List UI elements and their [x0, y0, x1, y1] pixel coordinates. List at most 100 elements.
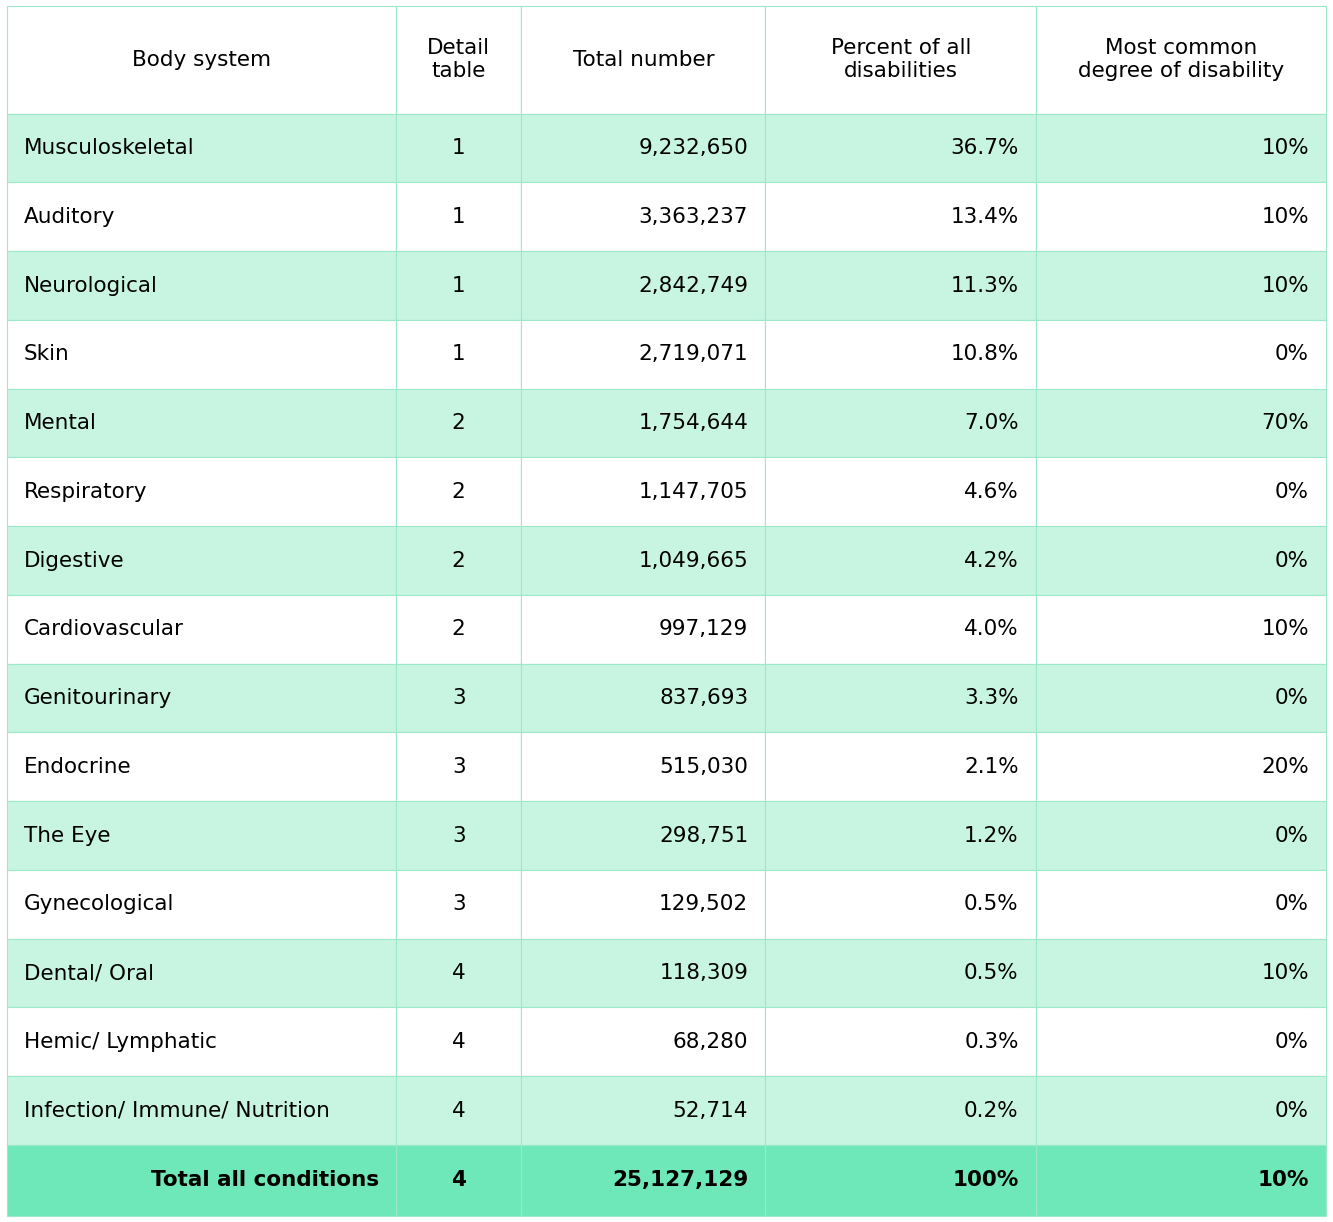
Bar — [1036, 320, 1326, 389]
Text: 36.7%: 36.7% — [950, 138, 1018, 158]
Text: 0%: 0% — [1274, 551, 1309, 571]
Text: Genitourinary: Genitourinary — [24, 688, 172, 708]
Bar — [396, 1007, 521, 1077]
Bar — [765, 595, 1036, 664]
Bar — [765, 664, 1036, 732]
Text: 118,309: 118,309 — [660, 963, 748, 984]
Text: Hemic/ Lymphatic: Hemic/ Lymphatic — [24, 1031, 217, 1052]
Text: 0%: 0% — [1274, 1031, 1309, 1052]
Text: 11.3%: 11.3% — [950, 275, 1018, 296]
Bar — [1036, 1145, 1326, 1216]
Bar — [7, 802, 396, 870]
Text: 13.4%: 13.4% — [950, 207, 1018, 227]
Text: 2: 2 — [452, 620, 465, 639]
Text: 70%: 70% — [1261, 413, 1309, 433]
Bar — [765, 527, 1036, 595]
Bar — [396, 182, 521, 252]
Bar — [1036, 595, 1326, 664]
Bar — [521, 252, 765, 320]
Bar — [7, 389, 396, 457]
Bar — [765, 1145, 1036, 1216]
Text: 129,502: 129,502 — [659, 895, 748, 914]
Text: 4: 4 — [452, 1101, 465, 1121]
Text: 4: 4 — [452, 963, 465, 984]
Bar — [396, 6, 521, 114]
Bar — [521, 938, 765, 1007]
Text: Musculoskeletal: Musculoskeletal — [24, 138, 195, 158]
Text: Dental/ Oral: Dental/ Oral — [24, 963, 155, 984]
Text: Total all conditions: Total all conditions — [151, 1171, 379, 1190]
Bar — [1036, 1007, 1326, 1077]
Bar — [7, 870, 396, 938]
Bar — [1036, 802, 1326, 870]
Bar — [765, 114, 1036, 182]
Text: 0.5%: 0.5% — [964, 895, 1018, 914]
Bar — [1036, 252, 1326, 320]
Text: 2: 2 — [452, 551, 465, 571]
Bar — [521, 6, 765, 114]
Bar — [765, 938, 1036, 1007]
Text: 68,280: 68,280 — [673, 1031, 748, 1052]
Bar — [1036, 938, 1326, 1007]
Bar — [396, 457, 521, 527]
Text: 0%: 0% — [1274, 826, 1309, 846]
Text: 298,751: 298,751 — [659, 826, 748, 846]
Bar — [396, 664, 521, 732]
Bar — [7, 114, 396, 182]
Text: 1: 1 — [452, 275, 465, 296]
Bar — [396, 802, 521, 870]
Text: Cardiovascular: Cardiovascular — [24, 620, 184, 639]
Bar — [7, 527, 396, 595]
Text: Respiratory: Respiratory — [24, 481, 148, 502]
Bar — [7, 938, 396, 1007]
Bar — [396, 114, 521, 182]
Bar — [7, 1145, 396, 1216]
Text: Most common
degree of disability: Most common degree of disability — [1078, 38, 1284, 82]
Text: Neurological: Neurological — [24, 275, 157, 296]
Bar — [396, 732, 521, 802]
Bar — [1036, 527, 1326, 595]
Text: Skin: Skin — [24, 345, 69, 364]
Bar — [7, 1077, 396, 1145]
Text: 0%: 0% — [1274, 481, 1309, 502]
Text: 0%: 0% — [1274, 345, 1309, 364]
Bar — [765, 1007, 1036, 1077]
Bar — [7, 320, 396, 389]
Bar — [521, 457, 765, 527]
Text: 2: 2 — [452, 413, 465, 433]
Bar — [1036, 457, 1326, 527]
Text: 2,719,071: 2,719,071 — [639, 345, 748, 364]
Bar — [396, 595, 521, 664]
Text: 837,693: 837,693 — [659, 688, 748, 708]
Text: Percent of all
disabilities: Percent of all disabilities — [830, 38, 970, 82]
Bar — [396, 1145, 521, 1216]
Bar — [765, 870, 1036, 938]
Text: Mental: Mental — [24, 413, 97, 433]
Text: 10%: 10% — [1261, 207, 1309, 227]
Bar — [1036, 6, 1326, 114]
Text: 3: 3 — [452, 895, 465, 914]
Text: 9,232,650: 9,232,650 — [639, 138, 748, 158]
Text: 3.3%: 3.3% — [964, 688, 1018, 708]
Bar — [7, 252, 396, 320]
Text: 1,147,705: 1,147,705 — [639, 481, 748, 502]
Bar — [1036, 732, 1326, 802]
Text: 10%: 10% — [1261, 963, 1309, 984]
Bar — [521, 1145, 765, 1216]
Text: 0.3%: 0.3% — [964, 1031, 1018, 1052]
Text: 4.2%: 4.2% — [964, 551, 1018, 571]
Bar — [765, 389, 1036, 457]
Text: 2,842,749: 2,842,749 — [639, 275, 748, 296]
Text: 20%: 20% — [1261, 756, 1309, 777]
Bar — [1036, 664, 1326, 732]
Bar — [7, 664, 396, 732]
Text: 1,754,644: 1,754,644 — [639, 413, 748, 433]
Text: 0%: 0% — [1274, 1101, 1309, 1121]
Bar — [396, 938, 521, 1007]
Text: Total number: Total number — [573, 50, 714, 70]
Bar — [521, 595, 765, 664]
Text: 10%: 10% — [1261, 620, 1309, 639]
Text: Body system: Body system — [132, 50, 271, 70]
Text: 3: 3 — [452, 756, 465, 777]
Text: Auditory: Auditory — [24, 207, 116, 227]
